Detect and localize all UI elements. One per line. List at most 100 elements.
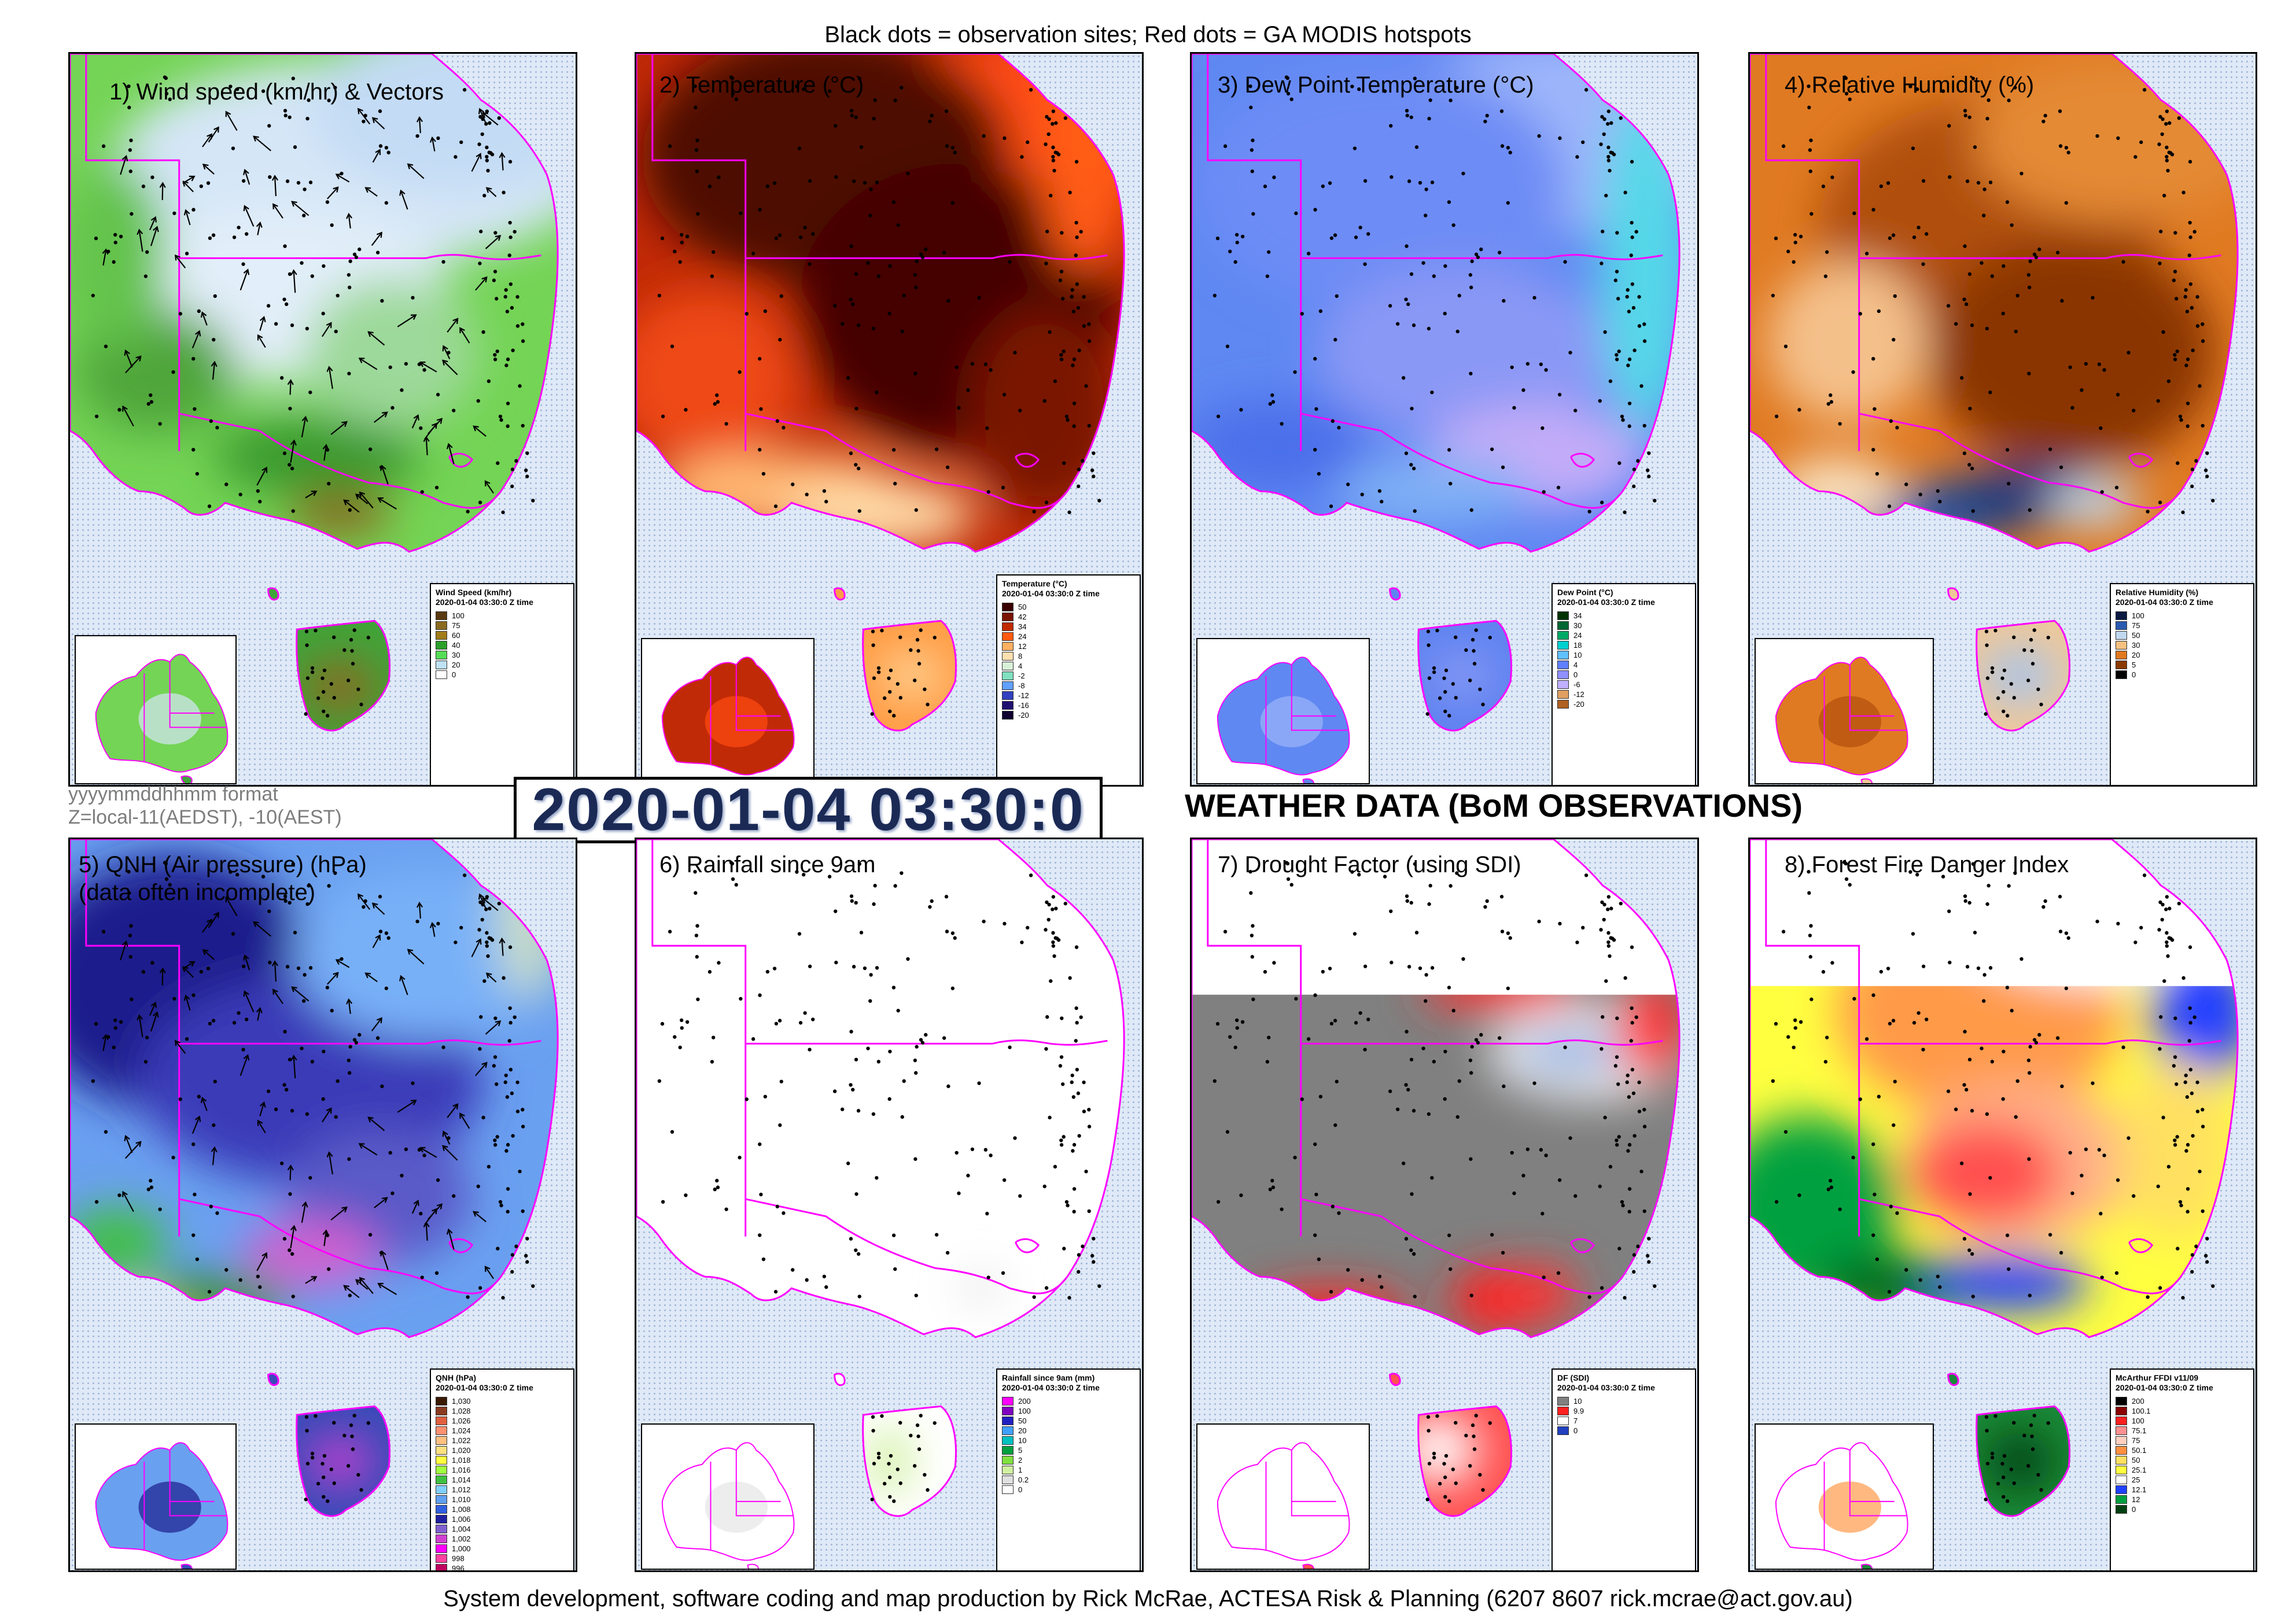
panel-title: 3) Dew Point Temperature (°C) (1218, 72, 1534, 98)
coastline (636, 54, 1125, 553)
legend-item: 42 (1002, 612, 1135, 622)
observation-sites (1771, 861, 2215, 1503)
legend-item: -12 (1002, 691, 1135, 700)
legend-item: 12.1 (2116, 1485, 2249, 1495)
legend-swatch (1557, 611, 1569, 620)
inset-map-australia (641, 638, 815, 784)
legend-swatch (436, 621, 447, 630)
legend-swatch (1002, 1466, 1014, 1474)
map-dew-point (1192, 54, 1680, 732)
legend-swatch (1002, 662, 1014, 670)
map-ffdi (1750, 839, 2239, 1517)
legend-item: 1 (1002, 1465, 1135, 1475)
legend-value: 50.1 (2132, 1446, 2147, 1455)
legend-value: 1,002 (452, 1535, 471, 1543)
legend-value: 1,006 (452, 1515, 471, 1524)
state-border (651, 839, 747, 1237)
legend-item: 30 (436, 650, 569, 660)
legend-swatch (2116, 1476, 2127, 1484)
legend-swatch (436, 1456, 447, 1465)
legend-swatch (436, 1436, 447, 1445)
header-caption: Black dots = observation sites; Red dots… (824, 22, 1472, 47)
wind-vectors (102, 108, 506, 513)
legend-swatch (2116, 1466, 2127, 1474)
legend-item: 1,008 (436, 1504, 569, 1514)
legend-item: 100.1 (2116, 1406, 2249, 1416)
legend-swatch (436, 651, 447, 659)
legend-value: 1,018 (452, 1456, 471, 1465)
legend-item: 1,006 (436, 1514, 569, 1524)
legend-item: 30 (1557, 621, 1690, 630)
legend-swatch (1557, 661, 1569, 669)
legend-value: 1,010 (452, 1495, 471, 1504)
legend-swatch (1002, 1426, 1014, 1435)
coastline (1192, 54, 1680, 553)
legend-value: 0 (1573, 670, 1578, 679)
legend-value: 100 (2132, 611, 2144, 620)
legend-item: 4 (1002, 661, 1135, 671)
legend-item: 40 (436, 640, 569, 650)
legend-value: -16 (1018, 701, 1029, 710)
legend-item: -12 (1557, 689, 1690, 699)
legend-value: 12 (2132, 1495, 2140, 1504)
legend-item: 50.1 (2116, 1445, 2249, 1455)
legend-item: -8 (1002, 681, 1135, 691)
legend-value: -20 (1018, 711, 1029, 720)
observation-sites (91, 75, 535, 718)
legend-item: 75 (436, 621, 569, 630)
map-panel-drought-factor: 7) Drought Factor (using SDI) DF (SDI) 20… (1190, 838, 1699, 1572)
map-temperature (636, 54, 1125, 732)
legend-swatch (436, 1515, 447, 1524)
panel-title: 5) QNH (Air pressure) (hPa) (data often … (79, 852, 367, 905)
legend-item: 0 (2116, 670, 2249, 680)
legend-value: -12 (1018, 691, 1029, 700)
legend-swatch (2116, 631, 2127, 640)
legend-value: 1,030 (452, 1397, 471, 1406)
legend-swatch (1557, 641, 1569, 650)
legend-item: 1,018 (436, 1455, 569, 1465)
legend-swatch (436, 631, 447, 640)
legend-swatch (436, 1495, 447, 1504)
legend-swatch (2116, 1397, 2127, 1406)
legend-value: 1,026 (452, 1417, 471, 1425)
legend-value: 20 (1018, 1426, 1027, 1435)
legend-item: 20 (436, 660, 569, 670)
legend-swatch (436, 1397, 447, 1406)
legend-value: 30 (452, 651, 460, 659)
legend-item: 4 (1557, 660, 1690, 670)
legend-value: 996 (452, 1564, 465, 1572)
legend-swatch (1557, 670, 1569, 679)
panel-title: 1) Wind speed (km/hr) & Vectors (109, 79, 444, 105)
state-border (179, 1039, 541, 1046)
state-border (1300, 254, 1663, 260)
legend-item: 1,014 (436, 1475, 569, 1485)
legend-item: 12 (1002, 641, 1135, 651)
legend-value: 42 (1018, 613, 1027, 621)
state-border (179, 1198, 502, 1294)
observation-sites (1771, 75, 2215, 718)
legend-item: 1,022 (436, 1436, 569, 1445)
legend-time: 2020-01-04 03:30:0 Z time (436, 1383, 533, 1392)
legend-value: 10 (1018, 1436, 1027, 1445)
legend-item: 0.2 (1002, 1475, 1135, 1485)
legend-value: 0 (1018, 1485, 1023, 1494)
legend-item: 0 (436, 670, 569, 680)
legend-swatch (436, 1485, 447, 1494)
format-note-line-1: yyyymmddhhmm format (68, 783, 278, 805)
legend-swatch (1557, 1407, 1569, 1415)
legend-value: -20 (1573, 700, 1584, 709)
observation-sites (1213, 75, 1657, 718)
inset-map-australia (1755, 638, 1934, 784)
legend-item: 1,012 (436, 1485, 569, 1495)
legend-swatch (1557, 700, 1569, 709)
legend-item: 20 (1002, 1426, 1135, 1436)
map-panel-relative-humidity: 4) Relative Humidity (%) Relative Humidi… (1748, 52, 2257, 787)
legend-value: 18 (1573, 641, 1582, 650)
legend-swatch (436, 1446, 447, 1455)
legend-swatch (436, 1544, 447, 1553)
legend: Temperature (°C) 2020-01-04 03:30:0 Z tim… (996, 574, 1141, 785)
legend-swatch (436, 1417, 447, 1425)
legend-value: 0 (1573, 1426, 1578, 1435)
legend-swatch (1002, 1436, 1014, 1445)
legend-value: -12 (1573, 690, 1584, 699)
